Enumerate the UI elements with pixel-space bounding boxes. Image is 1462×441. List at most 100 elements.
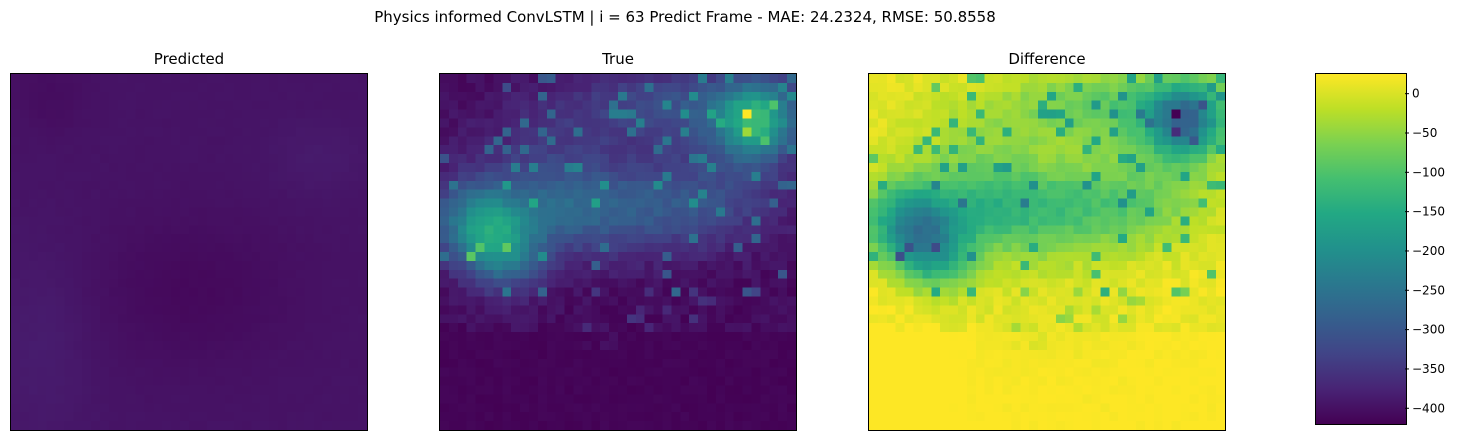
heatmap-cell [869, 163, 879, 173]
heatmap-cell [440, 358, 450, 368]
heatmap-cell [1136, 323, 1146, 333]
heatmap-cell [484, 109, 494, 119]
heatmap-cell [511, 323, 521, 333]
heatmap-cell [153, 216, 163, 226]
heatmap-cell [913, 403, 923, 413]
heatmap-cell [869, 341, 879, 351]
heatmap-cell [644, 376, 654, 386]
heatmap-cell [197, 127, 207, 137]
heatmap-cell [707, 385, 717, 395]
heatmap-cell [37, 269, 47, 279]
heatmap-cell [984, 287, 994, 297]
heatmap-cell [224, 136, 234, 146]
heatmap-cell [55, 127, 65, 137]
heatmap-cell [520, 207, 530, 217]
heatmap-cell [269, 136, 279, 146]
heatmap-cell [1118, 385, 1128, 395]
heatmap-cell [600, 260, 610, 270]
heatmap-cell [949, 332, 959, 342]
heatmap-cell [707, 198, 717, 208]
heatmap-cell [591, 260, 601, 270]
heatmap-cell [108, 341, 118, 351]
heatmap-cell [869, 287, 879, 297]
heatmap-cell [1002, 74, 1012, 84]
heatmap-cell [162, 100, 172, 110]
heatmap-cell [440, 412, 450, 422]
heatmap-cell [11, 82, 21, 92]
heatmap-cell [689, 358, 699, 368]
heatmap-cell [144, 74, 154, 84]
heatmap-cell [715, 216, 725, 226]
heatmap-cell [1091, 154, 1101, 164]
heatmap-cell [260, 278, 270, 288]
heatmap-cell [733, 376, 743, 386]
heatmap-cell [100, 198, 110, 208]
heatmap-cell [520, 91, 530, 101]
heatmap-cell [1064, 74, 1074, 84]
heatmap-cell [662, 412, 672, 422]
heatmap-cell [484, 163, 494, 173]
heatmap-cell [251, 394, 261, 404]
heatmap-cell [949, 118, 959, 128]
heatmap-cell [1136, 145, 1146, 155]
heatmap-cell [769, 394, 779, 404]
heatmap-cell [751, 358, 761, 368]
heatmap-cell [1118, 163, 1128, 173]
heatmap-cell [91, 243, 101, 253]
heatmap-cell [1171, 234, 1181, 244]
heatmap-cell [1207, 394, 1217, 404]
heatmap-cell [295, 234, 305, 244]
heatmap-cell [778, 314, 788, 324]
heatmap-cell [46, 145, 56, 155]
heatmap-cell [1207, 198, 1217, 208]
heatmap-cell [215, 278, 225, 288]
heatmap-cell [751, 154, 761, 164]
heatmap-cell [197, 385, 207, 395]
heatmap-cell [1207, 145, 1217, 155]
heatmap-cell [662, 163, 672, 173]
heatmap-cell [189, 296, 199, 306]
heatmap-cell [349, 91, 359, 101]
heatmap-cell [769, 198, 779, 208]
heatmap-cell [466, 394, 476, 404]
heatmap-cell [573, 287, 583, 297]
heatmap-cell [197, 305, 207, 315]
heatmap-cell [778, 207, 788, 217]
heatmap-cell [457, 171, 467, 181]
heatmap-cell [1127, 252, 1137, 262]
heatmap-cell [520, 287, 530, 297]
heatmap-cell [742, 207, 752, 217]
heatmap-cell [1011, 376, 1021, 386]
heatmap-cell [1162, 314, 1172, 324]
heatmap-cell [626, 323, 636, 333]
heatmap-cell [82, 216, 92, 226]
heatmap-cell [493, 136, 503, 146]
heatmap-cell [64, 323, 74, 333]
heatmap-cell [537, 287, 547, 297]
heatmap-cell [37, 349, 47, 359]
heatmap-cell [91, 207, 101, 217]
heatmap-cell [671, 412, 681, 422]
heatmap-cell [135, 296, 145, 306]
heatmap-cell [233, 109, 243, 119]
heatmap-cell [215, 234, 225, 244]
heatmap-cell [1118, 91, 1128, 101]
heatmap-cell [64, 287, 74, 297]
heatmap-cell [215, 243, 225, 253]
heatmap-cell [484, 269, 494, 279]
heatmap-cell [600, 341, 610, 351]
heatmap-cell [108, 109, 118, 119]
heatmap-cell [28, 278, 38, 288]
heatmap-cell [91, 260, 101, 270]
heatmap-cell [466, 412, 476, 422]
heatmap-cell [626, 136, 636, 146]
heatmap-cell [1011, 109, 1021, 119]
heatmap-cell [689, 376, 699, 386]
heatmap-cell [520, 332, 530, 342]
heatmap-cell [529, 349, 539, 359]
heatmap-cell [448, 136, 458, 146]
heatmap-cell [224, 385, 234, 395]
heatmap-cell [466, 100, 476, 110]
heatmap-cell [73, 171, 83, 181]
heatmap-cell [966, 332, 976, 342]
